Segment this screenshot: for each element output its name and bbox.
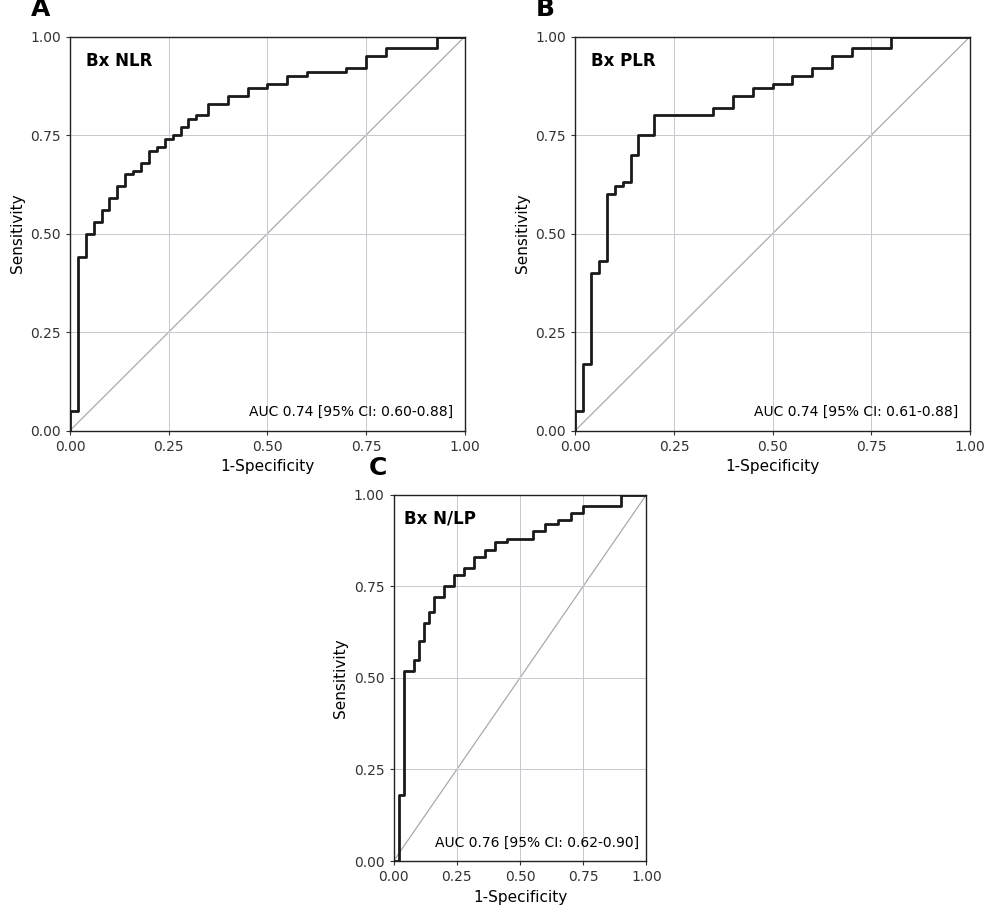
Text: C: C <box>368 456 387 480</box>
Text: Bx N/LP: Bx N/LP <box>404 509 476 528</box>
Text: AUC 0.74 [95% CI: 0.60-0.88]: AUC 0.74 [95% CI: 0.60-0.88] <box>249 405 453 419</box>
Text: AUC 0.74 [95% CI: 0.61-0.88]: AUC 0.74 [95% CI: 0.61-0.88] <box>754 405 958 419</box>
Text: B: B <box>536 0 555 21</box>
Y-axis label: Sensitivity: Sensitivity <box>515 194 530 273</box>
Text: Bx PLR: Bx PLR <box>591 52 656 71</box>
X-axis label: 1-Specificity: 1-Specificity <box>473 889 567 905</box>
Text: AUC 0.76 [95% CI: 0.62-0.90]: AUC 0.76 [95% CI: 0.62-0.90] <box>435 836 639 850</box>
X-axis label: 1-Specificity: 1-Specificity <box>726 459 820 474</box>
Text: Bx NLR: Bx NLR <box>86 52 152 71</box>
Y-axis label: Sensitivity: Sensitivity <box>10 194 25 273</box>
Text: A: A <box>31 0 50 21</box>
X-axis label: 1-Specificity: 1-Specificity <box>220 459 314 474</box>
Y-axis label: Sensitivity: Sensitivity <box>333 638 348 717</box>
